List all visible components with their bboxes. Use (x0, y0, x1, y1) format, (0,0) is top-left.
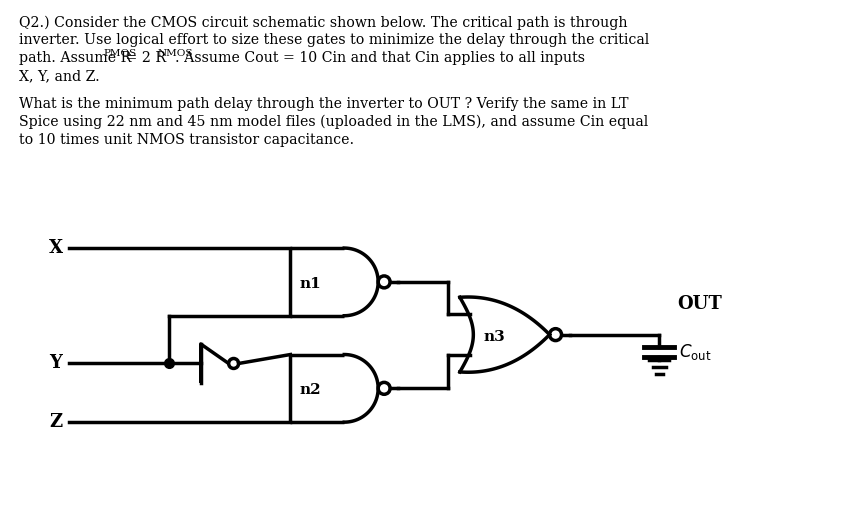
Text: to 10 times unit NMOS transistor capacitance.: to 10 times unit NMOS transistor capacit… (19, 133, 354, 147)
Text: PMOS: PMOS (104, 49, 137, 58)
Text: Z: Z (49, 413, 62, 431)
Text: n3: n3 (483, 329, 504, 344)
Text: OUT: OUT (676, 295, 721, 313)
Text: Q2.) Consider the CMOS circuit schematic shown below. The critical path is throu: Q2.) Consider the CMOS circuit schematic… (19, 15, 627, 30)
Text: n1: n1 (299, 277, 321, 291)
Text: X, Y, and Z.: X, Y, and Z. (19, 69, 100, 83)
Text: path. Assume R: path. Assume R (19, 51, 132, 65)
Text: . Assume Cout = 10 Cin and that Cin applies to all inputs: . Assume Cout = 10 Cin and that Cin appl… (175, 51, 584, 65)
Text: NMOS: NMOS (157, 49, 192, 58)
Text: n2: n2 (299, 383, 321, 397)
Text: = 2 R: = 2 R (122, 51, 166, 65)
Text: inverter. Use logical effort to size these gates to minimize the delay through t: inverter. Use logical effort to size the… (19, 33, 649, 47)
Text: Spice using 22 nm and 45 nm model files (uploaded in the LMS), and assume Cin eq: Spice using 22 nm and 45 nm model files … (19, 115, 648, 129)
Text: $C_{\rm out}$: $C_{\rm out}$ (679, 341, 711, 362)
Text: X: X (49, 239, 63, 257)
Text: Y: Y (49, 355, 62, 373)
Text: What is the minimum path delay through the inverter to OUT ? Verify the same in : What is the minimum path delay through t… (19, 97, 628, 111)
